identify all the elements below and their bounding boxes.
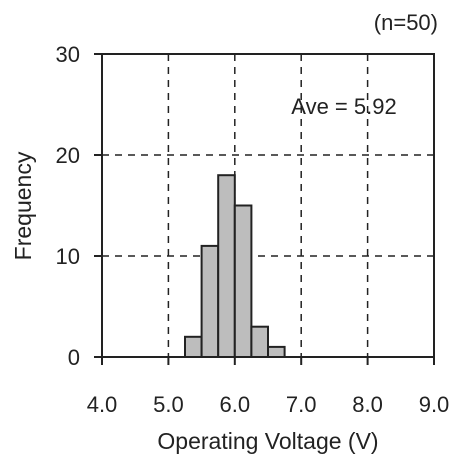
y-tick-label: 20 xyxy=(56,143,80,168)
x-axis-ticks: 4.0 5.0 6.0 7.0 8.0 9.0 xyxy=(87,357,450,417)
histogram-bar xyxy=(200,244,220,358)
x-tick-label: 7.0 xyxy=(286,392,317,417)
y-axis-ticks: 0 10 20 30 xyxy=(56,42,102,370)
histogram-bar xyxy=(233,204,253,358)
sample-size-label: (n=50) xyxy=(374,10,438,35)
x-tick-label: 9.0 xyxy=(419,392,450,417)
y-tick-label: 0 xyxy=(68,345,80,370)
x-tick-label: 5.0 xyxy=(153,392,184,417)
y-axis-title: Frequency xyxy=(10,151,36,260)
y-tick-label: 10 xyxy=(56,244,80,269)
histogram-bar xyxy=(217,174,236,358)
x-tick-label: 4.0 xyxy=(87,392,118,417)
histogram-bars xyxy=(184,174,286,359)
histogram-bar xyxy=(267,345,286,358)
plot-frame xyxy=(101,53,435,358)
x-tick-label: 6.0 xyxy=(220,392,251,417)
histogram-bar xyxy=(184,335,203,358)
average-annotation: Ave = 5.92 xyxy=(291,94,396,119)
x-axis-title: Operating Voltage (V) xyxy=(157,428,378,454)
x-tick-label: 8.0 xyxy=(352,392,383,417)
histogram-bar xyxy=(250,325,269,359)
y-tick-label: 30 xyxy=(56,42,80,67)
